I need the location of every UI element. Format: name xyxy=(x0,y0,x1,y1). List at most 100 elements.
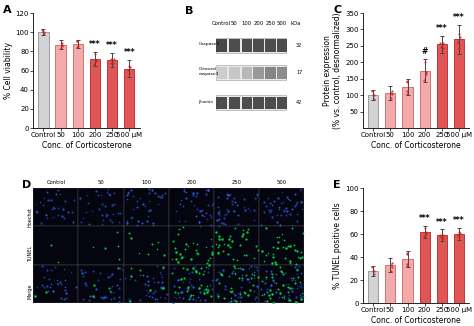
Point xyxy=(77,267,85,273)
Point xyxy=(77,220,84,225)
Point xyxy=(230,208,237,213)
Point xyxy=(260,210,267,215)
Bar xyxy=(402,259,413,303)
Point xyxy=(123,192,131,198)
Text: β-actin: β-actin xyxy=(199,100,214,104)
Point xyxy=(198,208,205,213)
Point xyxy=(230,263,237,268)
Bar xyxy=(38,32,49,128)
Point xyxy=(194,294,202,300)
Point xyxy=(49,204,57,209)
Point xyxy=(298,290,306,295)
Point xyxy=(192,269,200,274)
Point xyxy=(38,263,46,269)
Point xyxy=(296,279,303,285)
Point xyxy=(284,244,292,249)
Point xyxy=(253,284,261,289)
Text: ***: *** xyxy=(453,13,465,22)
Text: 250: 250 xyxy=(231,180,242,185)
Point xyxy=(252,195,260,200)
Point xyxy=(110,289,118,294)
Text: 100: 100 xyxy=(242,21,252,26)
Point xyxy=(161,190,169,195)
Point xyxy=(151,279,158,284)
Text: 500: 500 xyxy=(277,21,287,26)
Point xyxy=(273,289,280,295)
Point xyxy=(276,265,284,270)
Point xyxy=(243,230,251,235)
Point xyxy=(292,265,299,270)
Point xyxy=(186,295,193,300)
Point xyxy=(91,294,98,299)
Point xyxy=(157,272,165,277)
Bar xyxy=(265,96,276,109)
Point xyxy=(55,260,62,265)
Point xyxy=(92,59,100,64)
Text: 50: 50 xyxy=(98,180,104,185)
Point xyxy=(270,279,277,284)
Point xyxy=(241,208,248,213)
Point xyxy=(236,294,244,299)
Bar xyxy=(253,39,264,52)
Point xyxy=(200,272,207,277)
Point xyxy=(263,289,270,295)
Point xyxy=(115,256,123,261)
Point xyxy=(245,293,252,298)
Point xyxy=(204,257,211,262)
Point xyxy=(246,279,253,284)
Point xyxy=(454,39,461,44)
Point xyxy=(273,212,281,217)
Point xyxy=(58,42,65,47)
Point xyxy=(189,241,197,246)
Point xyxy=(145,186,153,192)
Point xyxy=(218,271,225,276)
Point xyxy=(178,290,185,295)
Point xyxy=(268,291,276,296)
Point xyxy=(60,267,67,272)
Point xyxy=(102,214,110,219)
Text: 500: 500 xyxy=(277,180,287,185)
Point xyxy=(224,192,231,198)
Point xyxy=(456,230,463,235)
Point xyxy=(243,272,250,277)
Point xyxy=(92,57,100,62)
Point xyxy=(190,297,197,302)
Point xyxy=(110,57,118,62)
Point xyxy=(224,242,232,247)
Point xyxy=(144,213,152,218)
Point xyxy=(100,296,107,301)
Point xyxy=(280,293,288,298)
Point xyxy=(215,210,223,215)
Text: ***: *** xyxy=(419,214,430,223)
Point xyxy=(274,245,282,250)
Point xyxy=(128,273,135,278)
Point xyxy=(279,245,286,250)
Point xyxy=(43,190,51,195)
Point xyxy=(288,285,295,290)
Point xyxy=(159,286,167,291)
Point xyxy=(294,274,302,279)
Point xyxy=(189,190,197,195)
Point xyxy=(115,220,122,225)
Point xyxy=(228,199,236,204)
Point xyxy=(439,232,447,237)
Point xyxy=(215,212,222,217)
Point xyxy=(282,281,289,287)
Point xyxy=(158,194,165,200)
Point xyxy=(98,201,105,206)
Point xyxy=(288,226,295,231)
Point xyxy=(208,222,215,227)
Y-axis label: Protein expression
(% vs. control, desnormalized): Protein expression (% vs. control, desno… xyxy=(323,12,342,129)
Point xyxy=(215,194,222,200)
Text: 250: 250 xyxy=(265,21,275,26)
Point xyxy=(151,289,158,294)
Point xyxy=(194,251,201,256)
Point xyxy=(437,232,444,237)
Point xyxy=(212,242,219,247)
Point xyxy=(388,88,395,94)
Point xyxy=(203,216,210,222)
Point xyxy=(73,39,81,44)
Point xyxy=(192,297,200,302)
Point xyxy=(268,291,275,296)
Bar xyxy=(265,39,276,52)
